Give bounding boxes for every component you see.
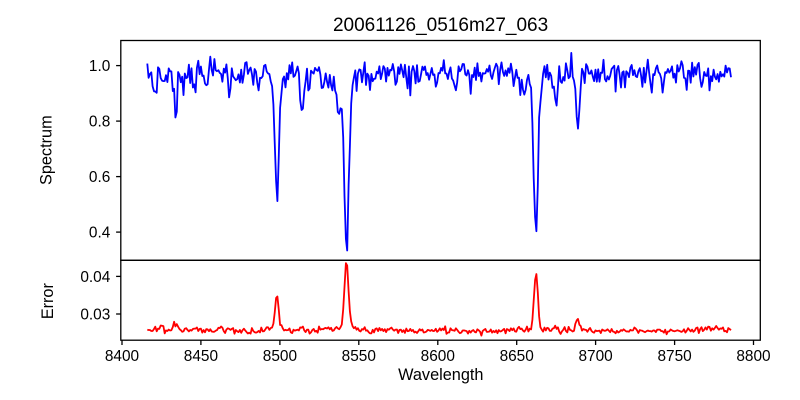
svg-text:0.8: 0.8 xyxy=(89,114,110,131)
svg-text:0.4: 0.4 xyxy=(89,225,111,242)
svg-text:8700: 8700 xyxy=(578,348,612,365)
svg-text:8500: 8500 xyxy=(263,348,297,365)
svg-text:8750: 8750 xyxy=(657,348,691,365)
svg-text:Wavelength: Wavelength xyxy=(398,366,483,384)
svg-text:0.03: 0.03 xyxy=(80,306,110,323)
svg-text:8400: 8400 xyxy=(105,348,139,365)
svg-text:0.04: 0.04 xyxy=(80,269,110,286)
svg-text:8450: 8450 xyxy=(184,348,218,365)
svg-text:1.0: 1.0 xyxy=(89,58,110,75)
svg-text:8550: 8550 xyxy=(342,348,376,365)
svg-text:8650: 8650 xyxy=(500,348,534,365)
svg-text:Spectrum: Spectrum xyxy=(38,115,56,185)
svg-text:0.6: 0.6 xyxy=(89,169,110,186)
svg-text:Error: Error xyxy=(39,283,57,320)
svg-text:20061126_0516m27_063: 20061126_0516m27_063 xyxy=(333,15,548,36)
svg-text:8600: 8600 xyxy=(421,348,455,365)
svg-text:8800: 8800 xyxy=(736,348,770,365)
